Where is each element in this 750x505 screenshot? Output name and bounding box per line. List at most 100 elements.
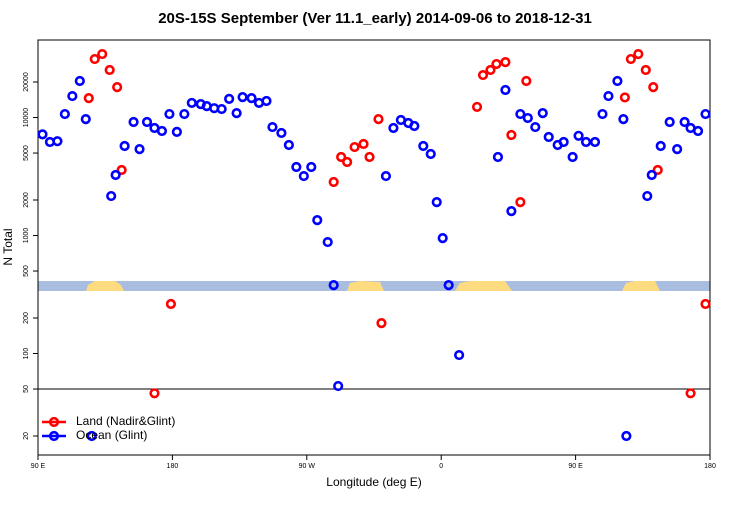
point — [642, 190, 653, 202]
x-tick-label: 90 E — [31, 463, 46, 470]
point — [97, 48, 108, 60]
x-tick-label: 180 — [167, 463, 179, 470]
point — [597, 108, 608, 120]
point — [328, 280, 339, 291]
point — [418, 140, 429, 152]
point — [74, 75, 85, 87]
point — [491, 58, 502, 70]
point — [485, 64, 496, 76]
point — [358, 138, 369, 150]
point — [156, 125, 168, 137]
plot-frame — [37, 39, 711, 456]
point — [692, 125, 704, 137]
point — [110, 169, 121, 181]
point — [141, 116, 153, 128]
point — [648, 82, 659, 93]
point — [646, 169, 657, 181]
x-tick-label: 90 W — [299, 463, 316, 470]
x-axis-label: Longitude (deg E) — [326, 475, 421, 489]
land-strip — [86, 281, 124, 291]
point — [59, 108, 70, 120]
y-tick-label: 20000 — [23, 72, 30, 92]
point — [364, 151, 375, 163]
point — [492, 151, 504, 163]
point — [664, 116, 675, 128]
point — [283, 139, 294, 151]
point — [119, 140, 130, 152]
point — [515, 108, 526, 120]
point — [328, 176, 339, 188]
point — [506, 129, 517, 141]
point — [89, 53, 100, 65]
point — [373, 113, 384, 125]
point — [443, 280, 454, 291]
point — [437, 233, 448, 244]
point — [149, 388, 160, 399]
point — [633, 48, 644, 60]
point — [376, 318, 387, 329]
point — [134, 144, 145, 155]
legend-label: Land (Nadir&Glint) — [76, 414, 175, 428]
point — [672, 144, 683, 155]
x-tick-label: 90 E — [568, 463, 583, 470]
point — [573, 130, 584, 141]
point — [312, 215, 323, 226]
point — [506, 206, 517, 217]
point — [477, 69, 489, 81]
point — [342, 156, 353, 168]
point — [224, 93, 235, 104]
point — [267, 121, 278, 133]
point — [409, 120, 420, 132]
point — [67, 90, 78, 102]
point — [216, 103, 227, 115]
legend-marker — [48, 430, 60, 442]
point — [700, 298, 711, 310]
legend-marker — [48, 416, 60, 428]
land-ocean-strip — [38, 281, 710, 291]
point — [619, 92, 630, 103]
point — [246, 93, 257, 104]
point — [164, 108, 175, 120]
point — [640, 64, 651, 76]
point — [500, 84, 511, 96]
point — [388, 122, 399, 134]
point — [679, 116, 690, 128]
y-tick-label: 100 — [23, 348, 30, 360]
point — [261, 95, 272, 107]
point — [165, 298, 177, 310]
point — [52, 136, 63, 147]
land-strip — [622, 281, 660, 291]
point — [471, 101, 483, 113]
point — [425, 148, 436, 160]
x-tick-label: 0 — [439, 463, 443, 470]
legend-label: Ocean (Glint) — [76, 428, 147, 442]
y-axis-label: N Total — [1, 228, 15, 265]
point — [116, 164, 127, 176]
point — [558, 136, 569, 148]
point — [322, 236, 333, 248]
point — [515, 196, 526, 208]
series — [83, 48, 711, 399]
point — [333, 380, 344, 392]
point — [231, 108, 242, 119]
point — [685, 388, 696, 399]
point — [336, 151, 347, 163]
y-tick-label: 50 — [23, 385, 30, 393]
point — [179, 108, 190, 120]
point — [306, 161, 317, 173]
point — [186, 97, 197, 109]
point — [521, 75, 532, 87]
point — [537, 108, 548, 119]
point — [112, 82, 123, 93]
point — [80, 113, 91, 125]
land-strip — [347, 281, 384, 291]
point — [128, 116, 139, 128]
point — [37, 129, 48, 140]
chart-title: 20S-15S September (Ver 11.1_early) 2014-… — [158, 10, 592, 27]
point — [625, 53, 636, 65]
point — [612, 75, 623, 87]
point — [106, 190, 117, 202]
point — [580, 136, 592, 148]
point — [652, 164, 663, 176]
